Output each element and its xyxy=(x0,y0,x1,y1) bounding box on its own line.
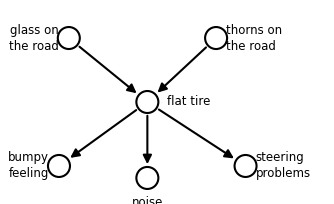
Text: bumpy
feeling: bumpy feeling xyxy=(8,152,49,181)
Text: glass on
the road: glass on the road xyxy=(9,23,59,52)
Circle shape xyxy=(136,91,158,113)
Circle shape xyxy=(234,155,257,177)
Text: flat tire: flat tire xyxy=(167,95,210,109)
Text: thorns on
the road: thorns on the road xyxy=(226,23,282,52)
Circle shape xyxy=(136,167,158,189)
Circle shape xyxy=(48,155,70,177)
Text: steering
problems: steering problems xyxy=(256,152,311,181)
Text: noise: noise xyxy=(132,196,163,204)
Circle shape xyxy=(205,27,227,49)
Circle shape xyxy=(58,27,80,49)
